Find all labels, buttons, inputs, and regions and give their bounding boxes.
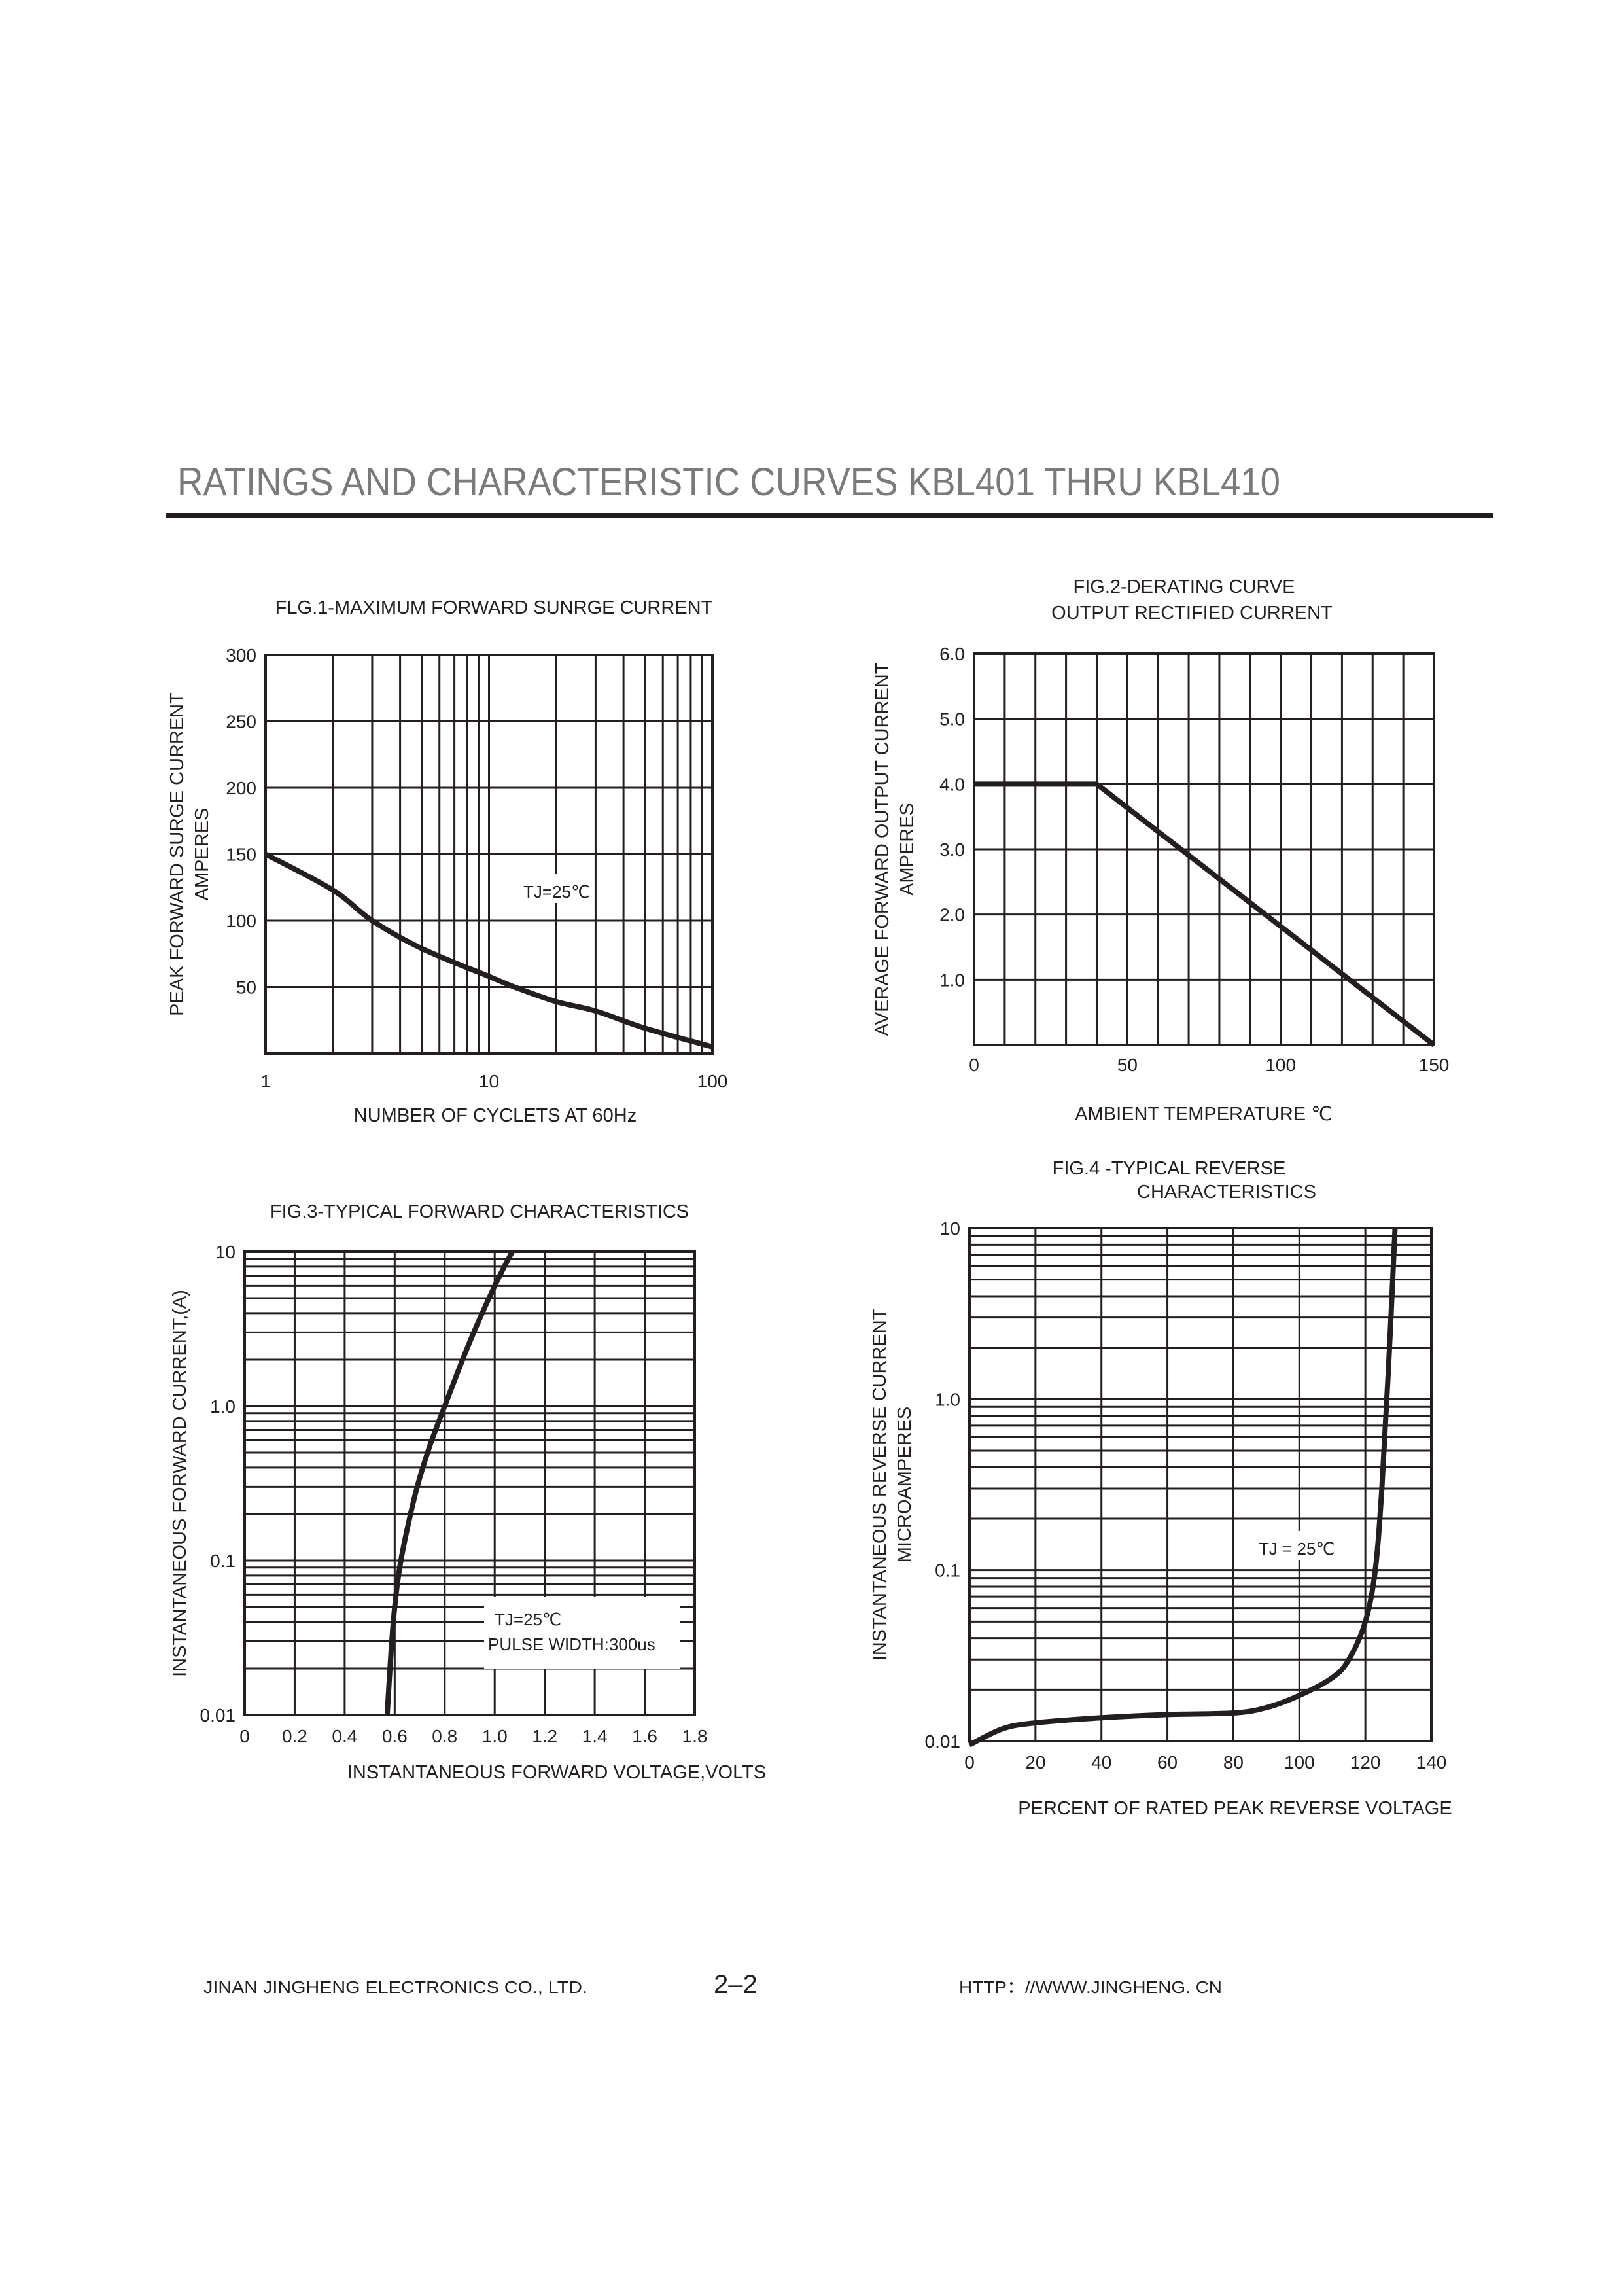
y-tick-label: 1.0 xyxy=(939,970,965,990)
data-curve xyxy=(384,1250,515,1716)
chart-title: FLG.1-MAXIMUM FORWARD SUNRGE CURRENT xyxy=(275,597,713,618)
x-tick-label: 1.0 xyxy=(482,1726,508,1746)
x-tick-label: 100 xyxy=(1265,1055,1296,1075)
y-tick-label: 5.0 xyxy=(939,709,965,730)
charts: TJ=25℃1 10 10030025020015010050FLG.1-MAXIM… xyxy=(167,576,1452,1819)
chart-title: FIG.4 -TYPICAL REVERSE xyxy=(1053,1158,1286,1179)
x-tick-label: 100 xyxy=(1284,1752,1315,1773)
chart-3: TJ=25℃ PULSE WIDTH:300us 0 0.2 0.4 0.6 0.8 1.0 1… xyxy=(169,1201,766,1783)
annotation-background xyxy=(1256,1531,1348,1560)
x-tick-label: 140 xyxy=(1416,1752,1447,1773)
y-tick-label: 10 xyxy=(940,1218,960,1239)
plot-frame xyxy=(243,1250,696,1716)
x-tick-label: 50 xyxy=(1117,1055,1138,1075)
x-tick-label: 10 xyxy=(479,1071,499,1091)
data-curve xyxy=(968,1227,1398,1748)
footer-page-number: 2–2 xyxy=(714,1970,758,1999)
x-tick-label: 1.4 xyxy=(582,1726,608,1746)
x-tick-label: 0.4 xyxy=(332,1726,357,1746)
y-tick-label: 6.0 xyxy=(939,644,965,664)
y-tick-label: 2.0 xyxy=(939,905,965,925)
x-tick-label: 20 xyxy=(1025,1752,1045,1773)
plot-frame xyxy=(968,1227,1433,1742)
x-axis-label: PERCENT OF RATED PEAK REVERSE VOLTAGE xyxy=(1018,1798,1452,1819)
title-rule xyxy=(166,513,1493,518)
y-tick-label: 3.0 xyxy=(939,839,965,860)
plot-frame xyxy=(973,652,1435,1046)
y-tick-label: 300 xyxy=(226,645,256,665)
x-axis-label: NUMBER OF CYCLETS AT 60Hz xyxy=(354,1105,637,1126)
y-tick-label: 50 xyxy=(236,978,256,998)
x-tick-label: 0.8 xyxy=(432,1726,457,1746)
x-tick-label: 120 xyxy=(1350,1752,1381,1773)
y-tick-label: 200 xyxy=(226,778,256,798)
x-axis-label: INSTANTANEOUS FORWARD VOLTAGE,VOLTS xyxy=(347,1762,766,1783)
y-tick-label: 0.01 xyxy=(200,1705,236,1725)
y-axis-label: AVERAGE FORWARD OUTPUT CURRENT xyxy=(872,662,893,1036)
y-axis-label: AMPERES xyxy=(192,808,213,901)
y-axis-label: PEAK FORWARD SURGE CURRENT xyxy=(167,692,188,1016)
chart-title: FIG.3-TYPICAL FORWARD CHARACTERISTICS xyxy=(270,1201,689,1222)
x-tick-label: 0.6 xyxy=(382,1726,408,1746)
y-tick-label: 150 xyxy=(226,845,256,865)
y-tick-label: 250 xyxy=(226,712,256,732)
annotation-label: TJ = 25℃ xyxy=(1259,1539,1335,1559)
data-curve xyxy=(974,781,1436,1048)
x-tick-label: 1 xyxy=(260,1071,271,1091)
page-title: RATINGS AND CHARACTERISTIC CURVES KBL401… xyxy=(177,460,1280,504)
chart-4: TJ = 25℃ 0 20 40 60 80 100 120 140 10 1.0 0.1 0.01 FI… xyxy=(869,1158,1452,1819)
x-tick-label: 60 xyxy=(1157,1752,1178,1773)
data-curve xyxy=(264,851,714,1050)
x-tick-label: 80 xyxy=(1223,1752,1244,1773)
y-tick-label: 0.1 xyxy=(210,1551,236,1571)
annotation-label: TJ=25℃ xyxy=(523,882,590,902)
y-tick-label: 100 xyxy=(226,911,256,931)
y-axis-label: AMPERES xyxy=(897,803,918,896)
y-tick-label: 1.0 xyxy=(935,1389,960,1409)
y-tick-label: 0.01 xyxy=(925,1731,961,1752)
chart-title: FIG.2-DERATING CURVE xyxy=(1073,576,1295,597)
annotation-background xyxy=(508,874,586,903)
chart-title: CHARACTERISTICS xyxy=(1137,1182,1316,1203)
x-tick-label: 0 xyxy=(239,1726,250,1746)
chart-2: 0 50 100 150 6.0 5.0 4.0 3.0 2.0 1.0 FIG.2-DERATIN… xyxy=(872,576,1449,1125)
x-tick-label: 100 xyxy=(697,1071,728,1091)
footer-company: JINAN JINGHENG ELECTRONICS CO., LTD. xyxy=(203,1977,587,1997)
x-tick-label: 1.8 xyxy=(682,1726,708,1746)
x-tick-label: 0 xyxy=(969,1055,979,1075)
annotation-label: PULSE WIDTH:300us xyxy=(488,1634,655,1654)
y-axis-label: INSTANTANEOUS REVERSE CURRENT xyxy=(869,1308,890,1661)
x-tick-label: 1.6 xyxy=(632,1726,657,1746)
chart-1: TJ=25℃ 1 10 100 300 250 200 150 100 50 FLG.1-MAXIM… xyxy=(167,597,727,1126)
x-tick-label: 150 xyxy=(1419,1055,1450,1075)
annotation-label: TJ=25℃ xyxy=(495,1610,561,1629)
y-tick-label: 1.0 xyxy=(210,1396,236,1417)
x-axis-label: AMBIENT TEMPERATURE ℃ xyxy=(1075,1104,1333,1125)
x-tick-label: 1.2 xyxy=(532,1726,557,1746)
y-axis-label: INSTANTANEOUS FORWARD CURRENT,(A) xyxy=(169,1290,190,1677)
y-tick-label: 4.0 xyxy=(939,774,965,794)
x-tick-label: 0 xyxy=(964,1752,975,1773)
y-axis-label: MICROAMPERES xyxy=(894,1407,915,1563)
x-tick-label: 0.2 xyxy=(282,1726,307,1746)
y-tick-label: 10 xyxy=(215,1242,236,1262)
annotation-background xyxy=(484,1597,680,1669)
x-tick-label: 40 xyxy=(1091,1752,1111,1773)
footer-website: HTTP：//WWW.JINGHENG. CN xyxy=(959,1977,1222,1997)
y-tick-label: 0.1 xyxy=(935,1561,960,1581)
chart-title: OUTPUT RECTIFIED CURRENT xyxy=(1051,603,1333,624)
